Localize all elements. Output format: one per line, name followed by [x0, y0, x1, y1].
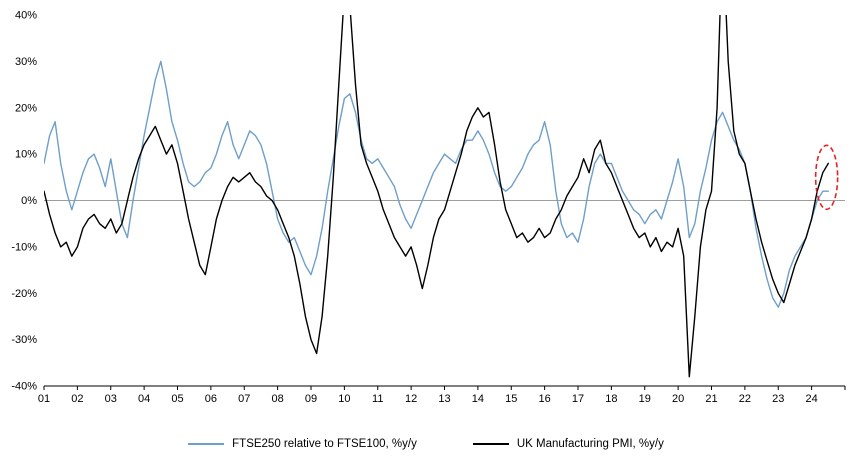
- x-tick-label: 13: [438, 393, 450, 405]
- ftse250-relative-line: [44, 60, 829, 308]
- x-tick-label: 20: [672, 393, 684, 405]
- y-tick-label: 0%: [21, 195, 37, 207]
- x-tick-label: 22: [739, 393, 751, 405]
- legend-item-pmi: UK Manufacturing PMI, %y/y: [472, 438, 664, 450]
- legend: FTSE250 relative to FTSE100, %y/y UK Man…: [0, 424, 852, 464]
- pmi-line-swatch: [472, 443, 509, 445]
- y-tick-label: 20%: [15, 102, 37, 114]
- x-tick-label: 05: [171, 393, 183, 405]
- x-tick-label: 14: [472, 393, 484, 405]
- x-tick-label: 07: [238, 393, 250, 405]
- x-tick-label: 08: [272, 393, 284, 405]
- ftse250-line-swatch: [188, 443, 225, 445]
- plot-area: [44, 15, 829, 378]
- x-tick-label: 10: [338, 393, 350, 405]
- x-tick-label: 15: [505, 393, 517, 405]
- x-tick-label: 03: [105, 393, 117, 405]
- y-tick-label: -30%: [11, 334, 37, 346]
- x-tick-label: 17: [572, 393, 584, 405]
- x-tick-label: 23: [772, 393, 784, 405]
- line-chart: 40% 30% 20% 10% 0% -10% -20% -30% -40%01 02 03 04 05…: [11, 10, 846, 405]
- uk-manufacturing-pmi-line: [44, 15, 829, 378]
- y-tick-label: -10%: [11, 241, 37, 253]
- x-tick-label: 01: [38, 393, 50, 405]
- x-tick-label: 06: [205, 393, 217, 405]
- y-tick-label: -40%: [11, 381, 37, 393]
- legend-item-ftse250: FTSE250 relative to FTSE100, %y/y: [188, 438, 417, 450]
- x-tick-label: 09: [305, 393, 317, 405]
- x-tick-label: 24: [806, 393, 818, 405]
- highlight-ellipse: [814, 144, 839, 211]
- x-tick-label: 18: [605, 393, 617, 405]
- x-tick-label: 02: [71, 393, 83, 405]
- legend-label-ftse250: FTSE250 relative to FTSE100, %y/y: [232, 438, 417, 450]
- y-tick-label: -20%: [11, 288, 37, 300]
- x-tick-label: 12: [405, 393, 417, 405]
- x-tick-label: 21: [705, 393, 717, 405]
- x-tick-label: 19: [639, 393, 651, 405]
- x-tick-label: 04: [138, 393, 150, 405]
- y-tick-label: 10%: [15, 149, 37, 161]
- legend-label-pmi: UK Manufacturing PMI, %y/y: [516, 438, 664, 450]
- y-tick-label: 30%: [15, 56, 37, 68]
- y-tick-label: 40%: [15, 10, 37, 22]
- x-tick-label: 11: [372, 393, 383, 405]
- x-tick-label: 16: [539, 393, 551, 405]
